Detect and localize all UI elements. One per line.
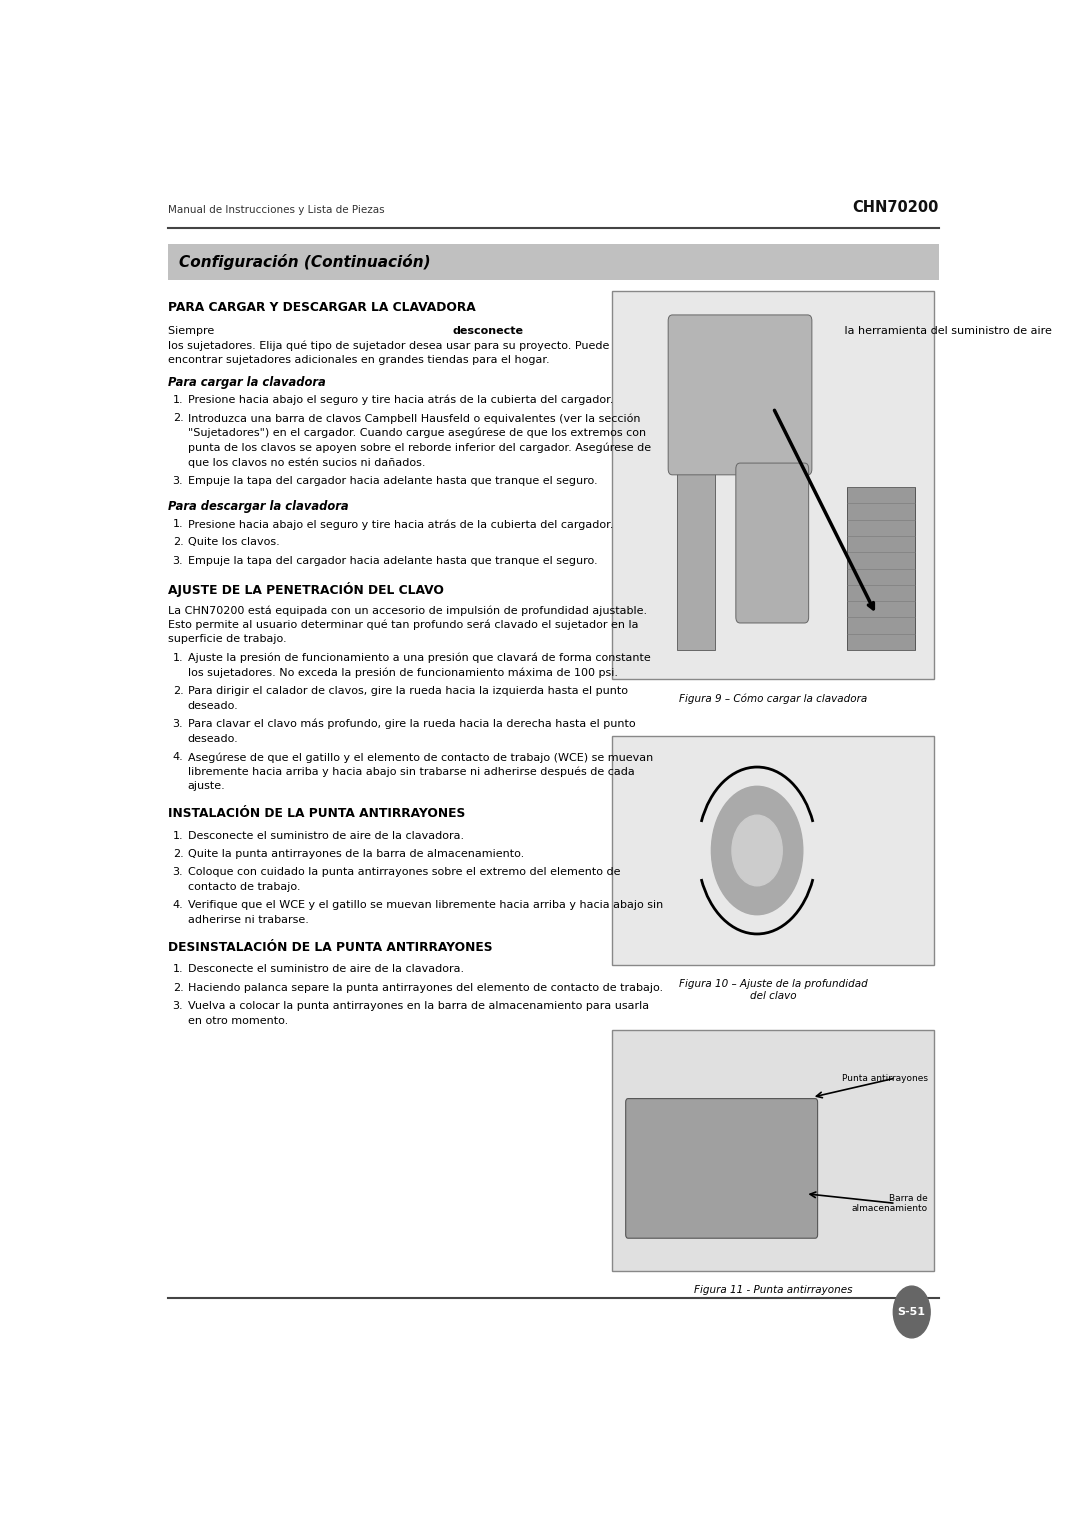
Text: libremente hacia arriba y hacia abajo sin trabarse ni adherirse después de cada: libremente hacia arriba y hacia abajo si… — [188, 767, 634, 777]
FancyBboxPatch shape — [612, 736, 934, 965]
FancyBboxPatch shape — [669, 315, 812, 475]
Text: Punta antirrayones: Punta antirrayones — [842, 1073, 928, 1083]
Text: Manual de Instrucciones y Lista de Piezas: Manual de Instrucciones y Lista de Pieza… — [168, 205, 386, 215]
FancyBboxPatch shape — [168, 244, 939, 279]
Text: Siempre: Siempre — [168, 325, 218, 336]
Text: ajuste.: ajuste. — [188, 782, 226, 791]
Text: La CHN70200 está equipada con un accesorio de impulsión de profundidad ajustable: La CHN70200 está equipada con un accesor… — [168, 605, 648, 615]
Text: Ajuste la presión de funcionamiento a una presión que clavará de forma constante: Ajuste la presión de funcionamiento a un… — [188, 654, 650, 663]
Text: Quite la punta antirrayones de la barra de almacenamiento.: Quite la punta antirrayones de la barra … — [188, 849, 524, 860]
Text: 3.: 3. — [173, 556, 184, 567]
Text: Presione hacia abajo el seguro y tire hacia atrás de la cubierta del cargador.: Presione hacia abajo el seguro y tire ha… — [188, 519, 613, 530]
Text: 2.: 2. — [173, 686, 184, 696]
Text: desconecte: desconecte — [453, 325, 524, 336]
Text: 3.: 3. — [173, 476, 184, 486]
FancyBboxPatch shape — [625, 1098, 818, 1238]
Text: Empuje la tapa del cargador hacia adelante hasta que tranque el seguro.: Empuje la tapa del cargador hacia adelan… — [188, 476, 597, 486]
Text: adherirse ni trabarse.: adherirse ni trabarse. — [188, 915, 309, 925]
FancyBboxPatch shape — [848, 487, 915, 651]
Text: Figura 9 – Cómo cargar la clavadora: Figura 9 – Cómo cargar la clavadora — [679, 693, 867, 704]
Text: 4.: 4. — [173, 751, 184, 762]
FancyBboxPatch shape — [612, 1029, 934, 1270]
Text: Para descargar la clavadora: Para descargar la clavadora — [168, 499, 349, 513]
Text: 2.: 2. — [173, 414, 184, 423]
Text: DESINSTALACIÓN DE LA PUNTA ANTIRRAYONES: DESINSTALACIÓN DE LA PUNTA ANTIRRAYONES — [168, 941, 492, 954]
Text: S-51: S-51 — [897, 1307, 926, 1316]
Text: Figura 11 - Punta antirrayones: Figura 11 - Punta antirrayones — [694, 1284, 852, 1295]
Text: 3.: 3. — [173, 719, 184, 728]
Text: Desconecte el suministro de aire de la clavadora.: Desconecte el suministro de aire de la c… — [188, 831, 463, 841]
Text: punta de los clavos se apoyen sobre el reborde inferior del cargador. Asegúrese : punta de los clavos se apoyen sobre el r… — [188, 443, 651, 454]
Text: 1.: 1. — [173, 519, 184, 528]
Text: 1.: 1. — [173, 654, 184, 663]
Text: deseado.: deseado. — [188, 733, 239, 744]
Text: Desconecte el suministro de aire de la clavadora.: Desconecte el suministro de aire de la c… — [188, 965, 463, 974]
Text: en otro momento.: en otro momento. — [188, 1015, 288, 1026]
Text: 1.: 1. — [173, 965, 184, 974]
Text: AJUSTE DE LA PENETRACIÓN DEL CLAVO: AJUSTE DE LA PENETRACIÓN DEL CLAVO — [168, 582, 444, 597]
Text: 1.: 1. — [173, 395, 184, 405]
FancyBboxPatch shape — [735, 463, 809, 623]
Text: 2.: 2. — [173, 983, 184, 993]
Text: Haciendo palanca separe la punta antirrayones del elemento de contacto de trabaj: Haciendo palanca separe la punta antirra… — [188, 983, 663, 993]
Text: Para dirigir el calador de clavos, gire la rueda hacia la izquierda hasta el pun: Para dirigir el calador de clavos, gire … — [188, 686, 627, 696]
Text: Para cargar la clavadora: Para cargar la clavadora — [168, 376, 326, 389]
FancyBboxPatch shape — [612, 292, 934, 680]
Text: superficie de trabajo.: superficie de trabajo. — [168, 634, 287, 644]
Text: 3.: 3. — [173, 867, 184, 878]
Text: los sujetadores. No exceda la presión de funcionamiento máxima de 100 psi.: los sujetadores. No exceda la presión de… — [188, 667, 618, 678]
Text: la herramienta del suministro de aire: la herramienta del suministro de aire — [840, 325, 1055, 336]
Text: Configuración (Continuación): Configuración (Continuación) — [178, 253, 430, 270]
Text: 2.: 2. — [173, 538, 184, 548]
Text: 1.: 1. — [173, 831, 184, 841]
Text: Coloque con cuidado la punta antirrayones sobre el extremo del elemento de: Coloque con cuidado la punta antirrayone… — [188, 867, 620, 878]
Text: PARA CARGAR Y DESCARGAR LA CLAVADORA: PARA CARGAR Y DESCARGAR LA CLAVADORA — [168, 301, 476, 315]
Text: INSTALACIÓN DE LA PUNTA ANTIRRAYONES: INSTALACIÓN DE LA PUNTA ANTIRRAYONES — [168, 808, 465, 820]
Text: Introduzca una barra de clavos Campbell Hausfeld o equivalentes (ver la sección: Introduzca una barra de clavos Campbell … — [188, 414, 640, 425]
Text: 4.: 4. — [173, 901, 184, 910]
Text: encontrar sujetadores adicionales en grandes tiendas para el hogar.: encontrar sujetadores adicionales en gra… — [168, 356, 550, 365]
Text: Empuje la tapa del cargador hacia adelante hasta que tranque el seguro.: Empuje la tapa del cargador hacia adelan… — [188, 556, 597, 567]
Text: Verifique que el WCE y el gatillo se muevan libremente hacia arriba y hacia abaj: Verifique que el WCE y el gatillo se mue… — [188, 901, 663, 910]
Text: los sujetadores. Elija qué tipo de sujetador desea usar para su proyecto. Puede: los sujetadores. Elija qué tipo de sujet… — [168, 341, 610, 351]
Text: 2.: 2. — [173, 849, 184, 860]
Text: Esto permite al usuario determinar qué tan profundo será clavado el sujetador en: Esto permite al usuario determinar qué t… — [168, 620, 639, 631]
Text: contacto de trabajo.: contacto de trabajo. — [188, 883, 300, 892]
Circle shape — [732, 815, 782, 886]
Text: "Sujetadores") en el cargador. Cuando cargue asegúrese de que los extremos con: "Sujetadores") en el cargador. Cuando ca… — [188, 428, 646, 438]
Text: Asegúrese de que el gatillo y el elemento de contacto de trabajo (WCE) se muevan: Asegúrese de que el gatillo y el element… — [188, 751, 653, 762]
Text: CHN70200: CHN70200 — [852, 200, 939, 215]
FancyBboxPatch shape — [676, 321, 715, 651]
Text: Figura 10 – Ajuste de la profundidad
del clavo: Figura 10 – Ajuste de la profundidad del… — [679, 979, 867, 1000]
Circle shape — [893, 1286, 930, 1338]
Text: deseado.: deseado. — [188, 701, 239, 710]
Text: Para clavar el clavo más profundo, gire la rueda hacia la derecha hasta el punto: Para clavar el clavo más profundo, gire … — [188, 719, 635, 730]
Text: Quite los clavos.: Quite los clavos. — [188, 538, 280, 548]
Text: que los clavos no estén sucios ni dañados.: que los clavos no estén sucios ni dañado… — [188, 458, 426, 467]
Text: Vuelva a colocar la punta antirrayones en la barra de almacenamiento para usarla: Vuelva a colocar la punta antirrayones e… — [188, 1002, 649, 1011]
Text: Presione hacia abajo el seguro y tire hacia atrás de la cubierta del cargador.: Presione hacia abajo el seguro y tire ha… — [188, 395, 613, 405]
Text: 3.: 3. — [173, 1002, 184, 1011]
Circle shape — [712, 786, 802, 915]
Text: Barra de
almacenamiento: Barra de almacenamiento — [852, 1194, 928, 1212]
